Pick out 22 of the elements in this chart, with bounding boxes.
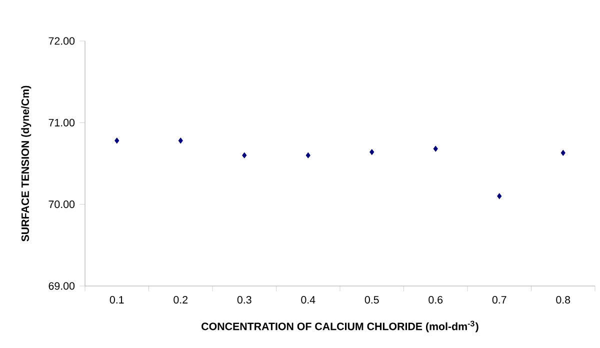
y-tick-label: 72.00 <box>48 37 75 45</box>
x-tick-label: 0.4 <box>301 296 316 304</box>
y-tick-label: 71.00 <box>48 118 75 126</box>
x-tick-label: 0.7 <box>492 296 506 304</box>
x-axis-title: CONCENTRATION OF CALCIUM CHLORIDE (mol-dm$^{-3}$) <box>202 320 478 332</box>
point <box>370 149 374 155</box>
point <box>433 146 438 152</box>
x-tick-label: 0.6 <box>428 296 443 304</box>
point <box>178 138 183 144</box>
y-tick-label: 70.00 <box>48 200 75 208</box>
x-tick-label: 0.2 <box>174 296 188 304</box>
point <box>242 152 247 158</box>
point <box>560 150 566 156</box>
y-axis-title: SURFACE TENSION (dyne/Cm) <box>21 86 32 242</box>
y-tick-label: 69.00 <box>48 282 75 290</box>
point <box>114 138 120 144</box>
x-tick-label: 0.5 <box>364 296 379 304</box>
x-tick-label: 0.3 <box>237 296 252 304</box>
point <box>306 152 310 158</box>
point <box>497 193 502 200</box>
x-tick-label: 0.8 <box>556 296 570 304</box>
x-tick-label: 0.1 <box>110 296 124 304</box>
